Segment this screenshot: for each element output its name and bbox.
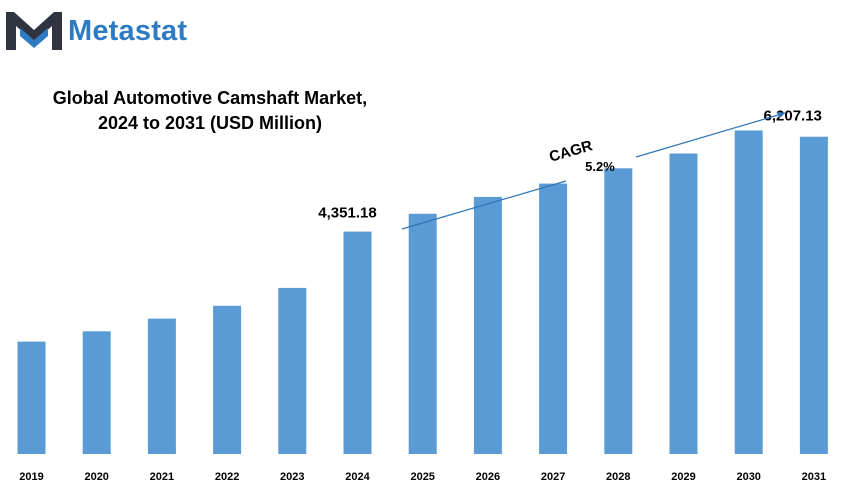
bar-2023 — [278, 287, 307, 454]
x-tick-label-2029: 2029 — [671, 471, 695, 482]
bar-2024 — [343, 231, 372, 454]
x-tick-label-2031: 2031 — [802, 471, 826, 482]
x-axis-ticks: 2019 2020 2021 2022 2023 2024 2025 2026 2027 2028… — [19, 471, 826, 482]
bar-2026 — [473, 196, 502, 454]
bar-2025 — [408, 213, 437, 454]
x-tick-label-2019: 2019 — [19, 471, 43, 482]
chart-title-line-1: Global Automotive Camshaft Market, — [52, 88, 368, 108]
bar-2030 — [734, 130, 763, 454]
x-tick-label-2025: 2025 — [410, 471, 434, 482]
bar-2031 — [799, 136, 828, 454]
x-tick-label-2030: 2030 — [736, 471, 760, 482]
bar-2021 — [147, 318, 176, 454]
bar-2020 — [82, 331, 111, 454]
x-tick-label-2024: 2024 — [345, 471, 370, 482]
data-labels-group: 4,351.186,207.13 — [318, 108, 822, 222]
x-tick-label-2027: 2027 — [541, 471, 565, 482]
x-tick-label-2021: 2021 — [150, 471, 174, 482]
chart-title: Global Automotive Camshaft Market, 2024 … — [20, 86, 400, 136]
x-tick-label-2028: 2028 — [606, 471, 630, 482]
bar-2028 — [604, 168, 633, 455]
cagr-value: 5.2% — [585, 159, 615, 174]
data-label-2024: 4,351.18 — [318, 205, 376, 222]
x-tick-label-2023: 2023 — [280, 471, 304, 482]
brand-logo: Metastat — [6, 12, 187, 50]
bar-2029 — [669, 153, 698, 454]
bar-2019 — [17, 341, 46, 454]
cagr-arrow-line-left — [401, 180, 567, 230]
brand-name: Metastat — [68, 14, 188, 47]
x-tick-label-2022: 2022 — [215, 471, 239, 482]
chart-title-line-2: 2024 to 2031 (USD Million) — [97, 113, 323, 133]
bar-2022 — [213, 305, 242, 454]
bar-2027 — [539, 183, 568, 454]
cagr-arrow-line-right — [635, 111, 786, 158]
metastat-logo-icon — [6, 12, 62, 50]
bars-group — [17, 130, 828, 455]
x-tick-label-2026: 2026 — [476, 471, 500, 482]
x-tick-label-2020: 2020 — [84, 471, 108, 482]
